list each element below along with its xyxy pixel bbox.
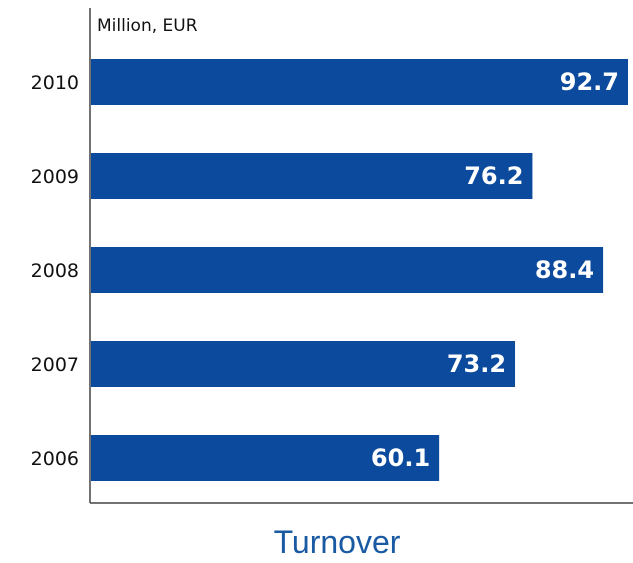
value-label-2009: 76.2 [464,162,523,190]
bar-2006 [91,435,440,481]
category-label-2008: 2008 [31,260,79,282]
value-label-2010: 92.7 [560,68,619,96]
labels-layer: 2010 92.7 2009 76.2 2008 88.4 2007 73.2 2006 60.1 [31,68,619,472]
bar-2008 [91,247,604,293]
value-label-2008: 88.4 [535,256,594,284]
category-label-2006: 2006 [31,448,79,470]
category-label-2009: 2009 [31,166,79,188]
value-label-2007: 73.2 [447,350,506,378]
chart-title: Turnover [274,524,401,560]
value-label-2006: 60.1 [371,444,430,472]
unit-label: Million, EUR [97,16,198,36]
bar-2007 [91,341,516,387]
category-label-2007: 2007 [31,354,79,376]
bar-2010 [91,59,628,105]
category-label-2010: 2010 [31,72,79,94]
bars-layer [91,59,628,481]
bar-2009 [91,153,533,199]
